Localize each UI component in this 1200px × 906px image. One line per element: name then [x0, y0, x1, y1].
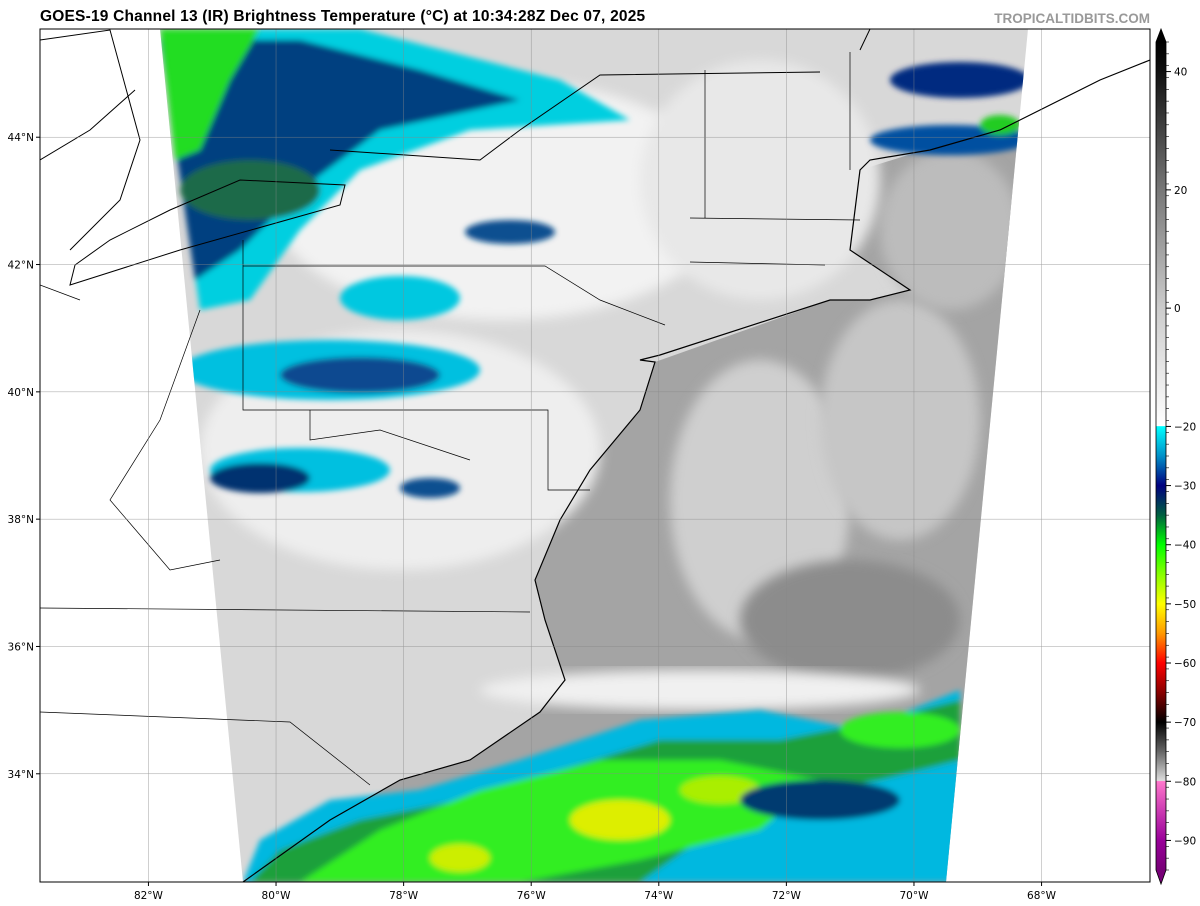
- lat-tick-label: 42°N: [8, 260, 34, 272]
- lon-tick-label: 78°W: [389, 890, 419, 902]
- lon-tick-label: 82°W: [134, 890, 164, 902]
- colorbar-tick-label: −40: [1174, 540, 1196, 552]
- colorbar: 40 20 0 −20 −30 −40 −50 −60 −70 −80 −90: [1155, 27, 1196, 886]
- colorbar-tick-label: −70: [1174, 717, 1196, 729]
- colorbar-extend-bottom: [1156, 870, 1166, 884]
- colorbar-tick-label: −20: [1174, 421, 1196, 433]
- colorbar-tick-label: −60: [1174, 658, 1196, 670]
- lat-tick-label: 34°N: [8, 769, 34, 781]
- coastlines: [40, 29, 1150, 882]
- lon-tick-label: 74°W: [644, 890, 674, 902]
- colorbar-tick-label: −90: [1174, 835, 1196, 847]
- colorbar-tick-label: 20: [1174, 185, 1187, 197]
- colorbar-tick-label: −80: [1174, 776, 1196, 788]
- lon-tick-label: 72°W: [772, 890, 802, 902]
- colorbar-tick-label: −50: [1174, 599, 1196, 611]
- map-title: GOES-19 Channel 13 (IR) Brightness Tempe…: [40, 8, 646, 25]
- colorbar-tick-label: −30: [1174, 481, 1196, 493]
- watermark: TROPICALTIDBITS.COM: [994, 11, 1150, 26]
- lat-tick-label: 36°N: [8, 641, 34, 653]
- lat-tick-label: 44°N: [8, 132, 34, 144]
- graticule: [40, 29, 1150, 882]
- lat-tick-label: 38°N: [8, 514, 34, 526]
- lon-tick-label: 70°W: [899, 890, 929, 902]
- colorbar-extend-top: [1156, 29, 1166, 42]
- lon-tick-label: 76°W: [517, 890, 547, 902]
- lon-tick-label: 80°W: [262, 890, 292, 902]
- lon-tick-label: 68°W: [1027, 890, 1057, 902]
- colorbar-tick-label: 40: [1174, 67, 1187, 79]
- map-frame: [39, 28, 1151, 883]
- lat-tick-label: 40°N: [8, 387, 34, 399]
- colorbar-tick-label: 0: [1174, 303, 1181, 315]
- colorbar-scale: [1156, 42, 1166, 870]
- satellite-swath: [160, 29, 1028, 882]
